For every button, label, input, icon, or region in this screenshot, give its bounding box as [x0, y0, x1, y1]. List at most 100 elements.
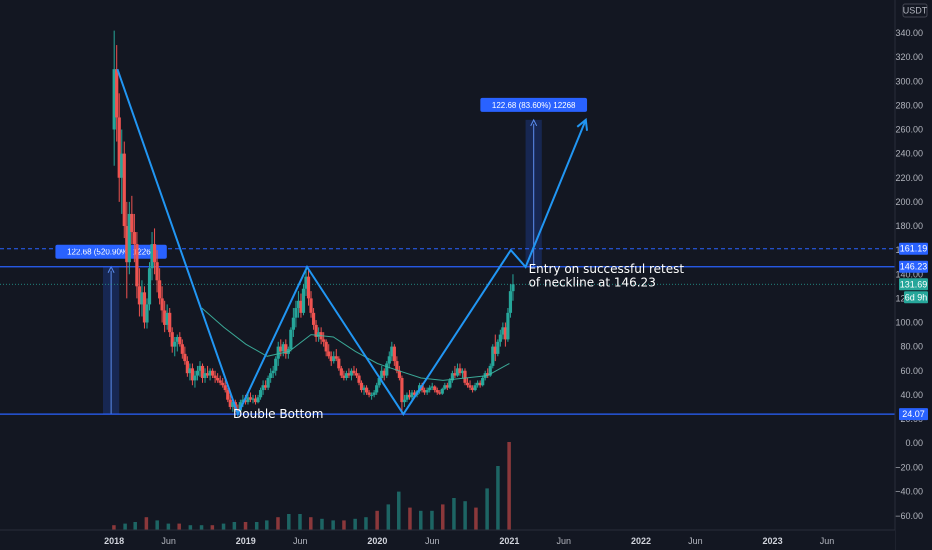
candle-body: [256, 397, 260, 403]
candle-body: [491, 346, 495, 366]
pattern-arrow-head: [576, 117, 589, 131]
candle-body: [370, 394, 374, 396]
volume-bar: [452, 498, 456, 530]
candle-body: [241, 399, 245, 403]
candle-body: [395, 361, 399, 371]
volume-bar: [276, 517, 280, 530]
volume-bar: [232, 522, 237, 530]
price-tick-label: 260.00: [895, 125, 923, 135]
candles: [112, 30, 515, 415]
candle-body: [329, 356, 333, 362]
time-tick-label: Jun: [557, 536, 572, 546]
candle-body: [344, 373, 348, 378]
candle-body: [190, 368, 195, 381]
candle-body: [465, 382, 470, 386]
candle-body: [496, 341, 500, 354]
time-tick-label: Jun: [161, 536, 176, 546]
candle-body: [266, 377, 270, 388]
double-bottom-label: Double Bottom: [233, 407, 323, 421]
candle-body: [337, 358, 341, 369]
price-tag-label: 161.19: [900, 244, 928, 254]
volume-bar: [298, 514, 302, 530]
volume-bar: [177, 523, 181, 530]
candle-body: [218, 380, 222, 383]
candle-body: [117, 117, 121, 178]
candle-body: [258, 390, 263, 398]
candle-body: [112, 69, 116, 130]
candle-body: [195, 370, 200, 376]
candle-body: [453, 373, 457, 376]
candle-body: [183, 353, 187, 362]
double-bottom-pattern-line: [116, 68, 587, 417]
price-tick-label: 40.00: [900, 390, 923, 400]
measure-label-1: 122.68 (83.60%) 12268: [492, 101, 576, 110]
price-tick-label: 180.00: [895, 221, 923, 231]
time-axis[interactable]: 2018 Jun 2019 Jun 2020 Jun 2021 Jun 2022 Jun 2023 J…: [0, 529, 895, 550]
candle-body: [274, 358, 278, 371]
volume-bar: [221, 523, 226, 530]
volume-bar: [210, 525, 215, 530]
candle-body: [347, 373, 351, 376]
candle-body: [501, 327, 505, 335]
candle-body: [284, 344, 288, 354]
candle-body: [400, 377, 404, 403]
candle-body: [324, 341, 328, 352]
candle-body: [362, 387, 366, 391]
candle-body: [231, 402, 235, 407]
candle-body: [115, 69, 119, 118]
volume-bar: [243, 522, 248, 530]
candle-body: [122, 153, 126, 226]
candle-body: [407, 394, 412, 398]
price-tag-bg: [899, 278, 928, 291]
candle-body: [264, 385, 268, 388]
candle-body: [354, 373, 359, 376]
candle-body: [470, 387, 475, 391]
time-tick-label: 2022: [631, 536, 651, 546]
volume-bar: [265, 520, 269, 530]
candle-body: [205, 373, 210, 376]
volume-bar: [375, 510, 379, 530]
candle-body: [276, 346, 280, 359]
candle-body: [468, 385, 472, 388]
candle-body: [211, 370, 215, 376]
candle-body: [314, 324, 318, 337]
volume-bar: [364, 517, 368, 530]
candle-body: [481, 377, 485, 386]
volume-bar: [199, 525, 204, 530]
candle-body: [387, 356, 391, 364]
candle-body: [385, 363, 389, 376]
candle-body: [291, 317, 295, 330]
price-tick-label: 240.00: [895, 149, 923, 159]
candle-body: [175, 336, 179, 342]
candle-body: [458, 368, 462, 374]
volume-bar: [496, 466, 500, 530]
countdown-bg: [904, 291, 928, 304]
candle-body: [402, 399, 407, 403]
candle-body: [488, 365, 492, 376]
volume-tick-label: −40.00: [895, 487, 923, 497]
volume-bar: [166, 523, 171, 530]
candle-body: [473, 385, 477, 391]
candle-body: [382, 370, 386, 376]
volume-bar: [474, 507, 478, 530]
candle-body: [261, 385, 265, 391]
time-tick-label: 2023: [763, 536, 783, 546]
price-tick-label: 280.00: [895, 100, 923, 110]
candle-body: [178, 336, 182, 345]
candle-body: [423, 390, 427, 393]
candle-body: [269, 373, 273, 378]
candle-body: [248, 397, 253, 400]
candle-body: [317, 332, 321, 337]
candle-body: [304, 276, 308, 289]
candle-body: [180, 344, 184, 354]
candle-body: [185, 361, 189, 374]
candle-body: [327, 351, 331, 357]
volume-bar: [386, 504, 391, 530]
volume-bar: [133, 522, 137, 530]
candle-body: [137, 286, 142, 305]
price-axis[interactable]: USDT 340.00 320.00 300.00 280.00 260.00 240.00…: [894, 0, 932, 550]
price-tick-label: 340.00: [895, 28, 923, 38]
